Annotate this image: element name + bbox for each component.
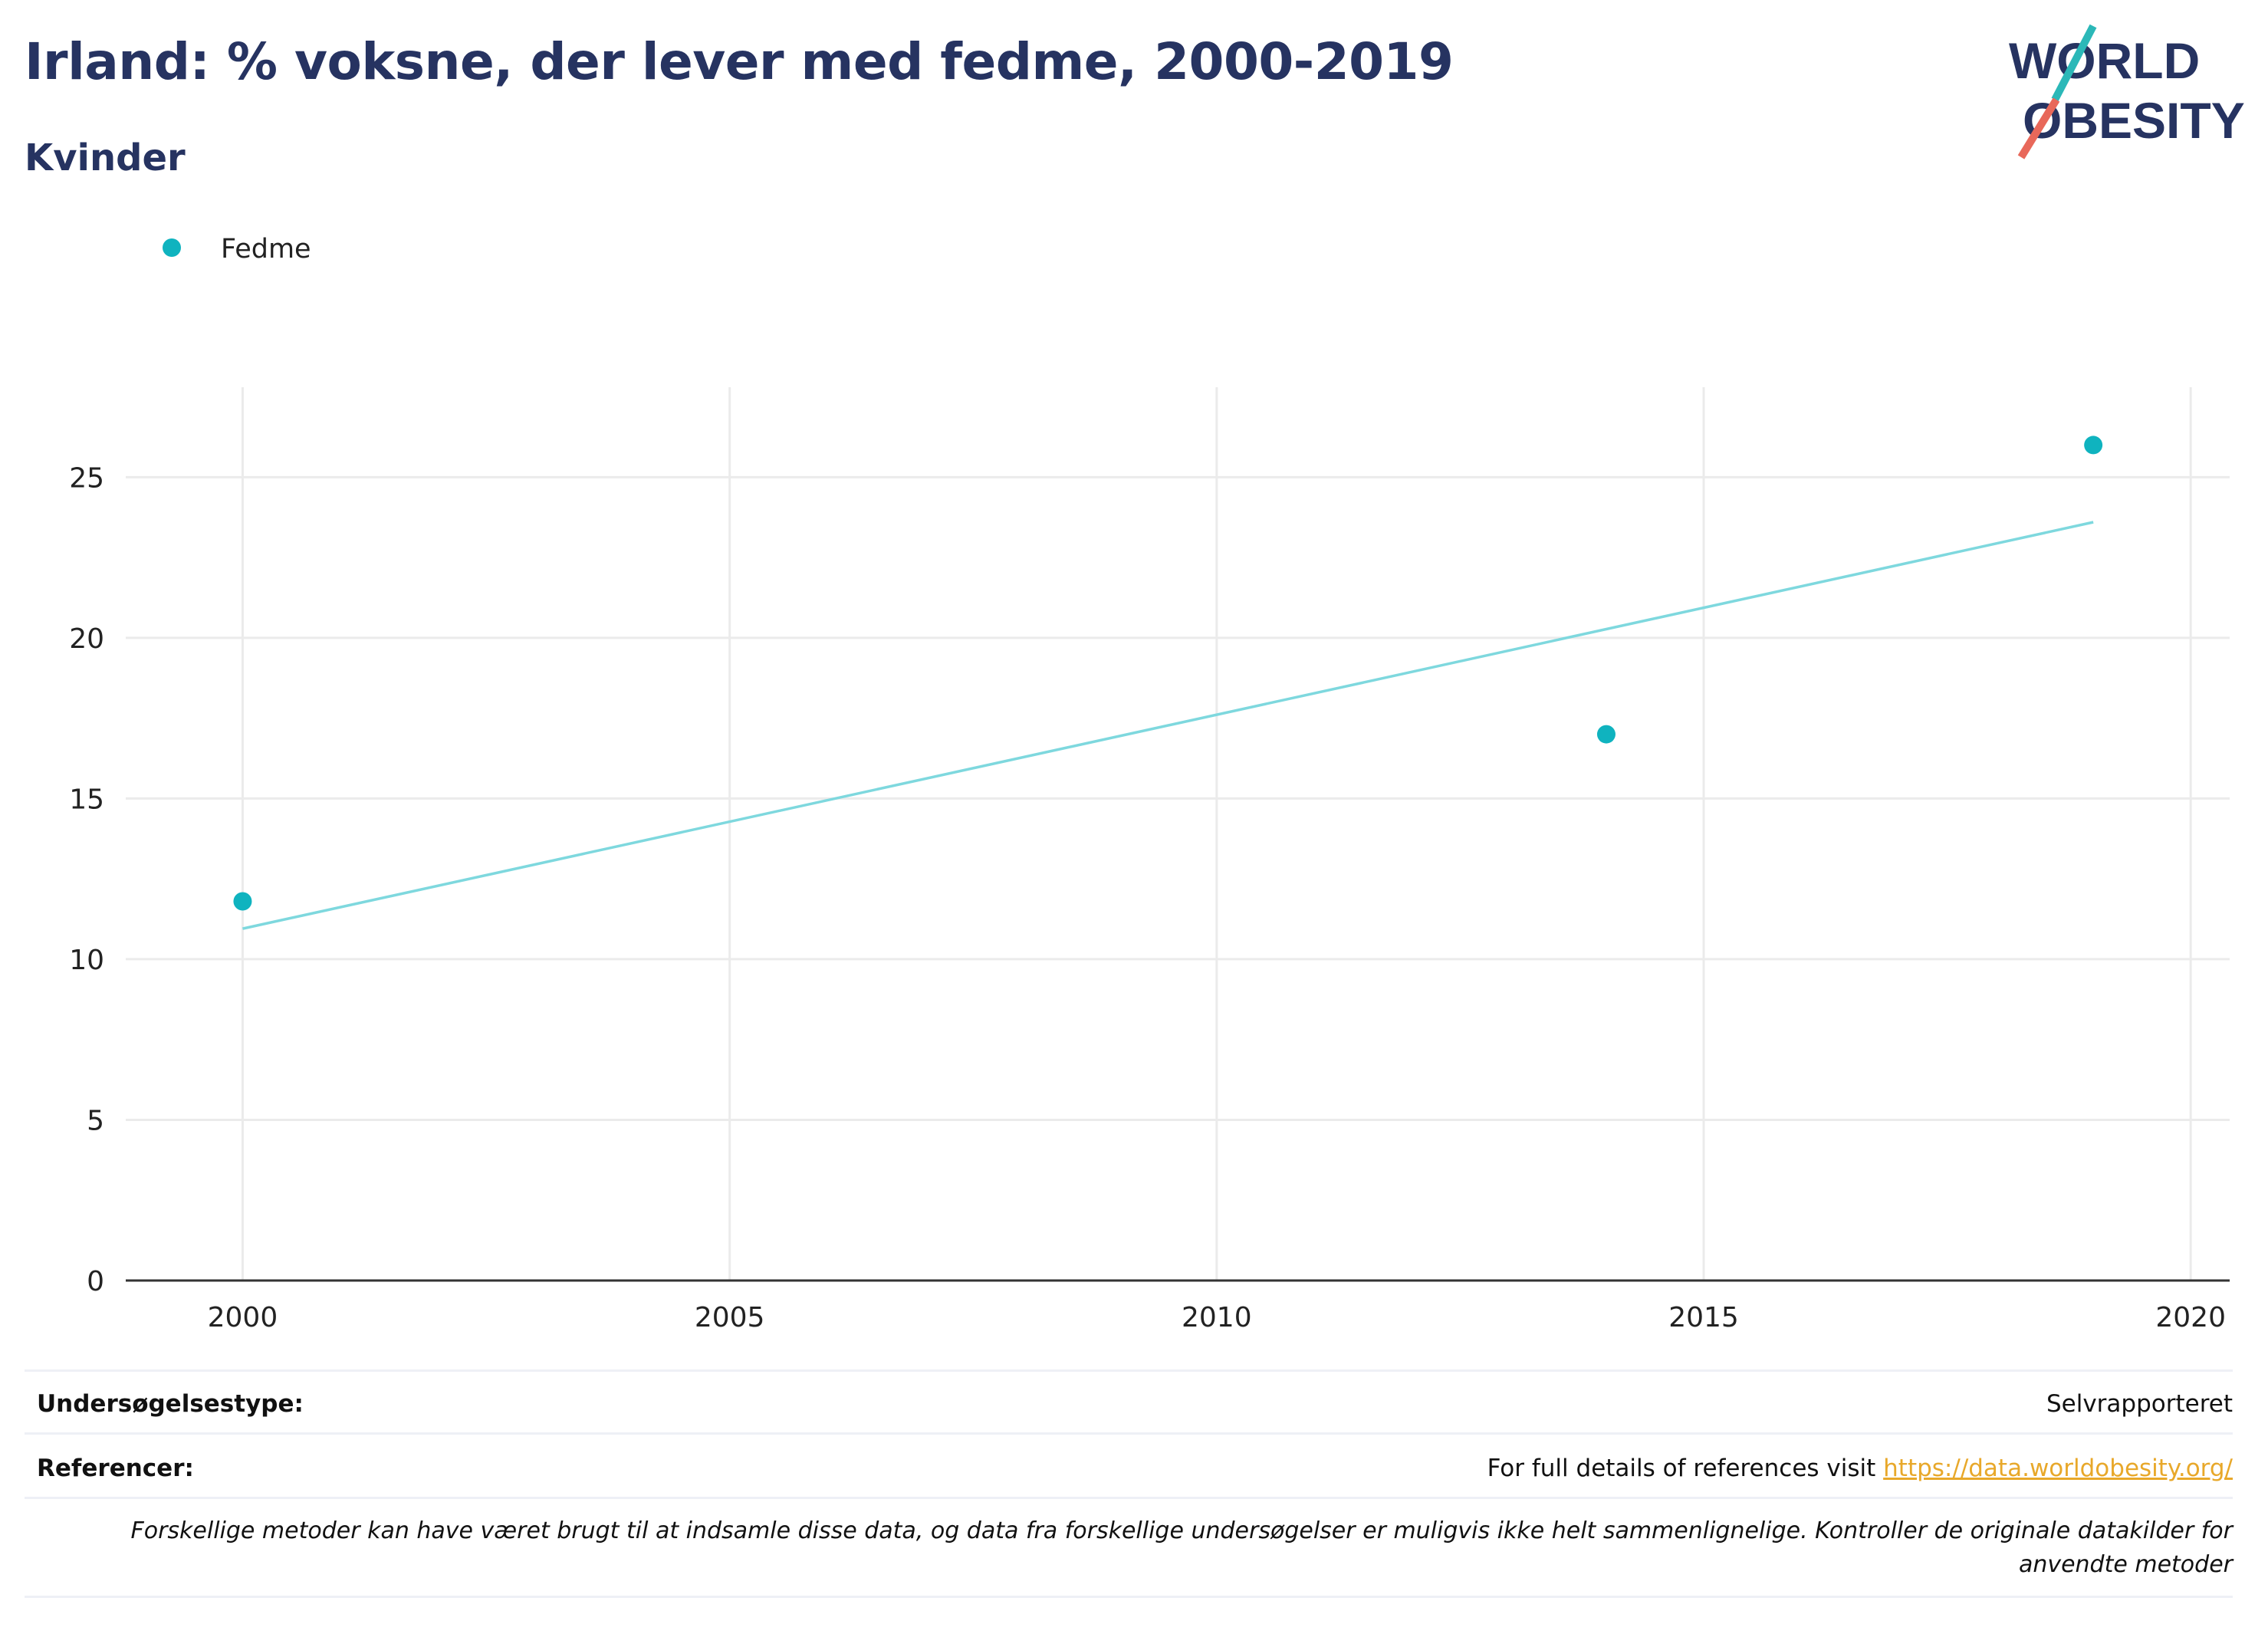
legend: Fedme bbox=[163, 234, 311, 265]
data-point[interactable] bbox=[1596, 725, 1616, 744]
references-label: Referencer: bbox=[37, 1455, 194, 1482]
y-tick-label: 15 bbox=[69, 784, 104, 815]
world-obesity-logo: WORLD OBESITY bbox=[2009, 24, 2245, 159]
axes: 0 5 10 15 20 25 2000 2005 2010 2015 2020 bbox=[69, 462, 2230, 1333]
chart-area: 0 5 10 15 20 25 2000 2005 2010 2015 2020 Fedme bbox=[69, 234, 2230, 1333]
grid bbox=[126, 387, 2230, 1281]
footer-note-row: Forskellige metoder kan have været brugt… bbox=[25, 1497, 2233, 1598]
chart-title: Irland: % voksne, der lever med fedme, 2… bbox=[25, 32, 1454, 91]
x-tick-label: 2000 bbox=[208, 1302, 278, 1333]
x-tick-label: 2010 bbox=[1182, 1302, 1252, 1333]
x-tick-label: 2015 bbox=[1668, 1302, 1739, 1333]
legend-marker-fedme[interactable] bbox=[163, 238, 181, 257]
trendline bbox=[242, 521, 2094, 930]
points-layer bbox=[233, 436, 2103, 911]
footer-references-row: Referencer: For full details of referenc… bbox=[25, 1432, 2233, 1499]
logo-text-line1: WORLD bbox=[2009, 32, 2200, 89]
references-text: For full details of references visit bbox=[1487, 1455, 1884, 1482]
trendline-layer bbox=[242, 521, 2094, 930]
x-tick-label: 2020 bbox=[2155, 1302, 2226, 1333]
logo-text-line2: OBESITY bbox=[2023, 92, 2245, 149]
legend-label-fedme[interactable]: Fedme bbox=[221, 234, 311, 265]
y-tick-label: 5 bbox=[87, 1105, 104, 1136]
y-tick-label: 20 bbox=[69, 623, 104, 655]
survey-type-value: Selvrapporteret bbox=[2046, 1390, 2233, 1418]
y-tick-label: 25 bbox=[69, 462, 104, 494]
logo-slash-top bbox=[2051, 24, 2097, 102]
chart-subtitle: Kvinder bbox=[25, 136, 186, 179]
y-tick-label: 0 bbox=[87, 1266, 104, 1297]
references-link[interactable]: https://data.worldobesity.org/ bbox=[1883, 1455, 2233, 1482]
survey-type-label: Undersøgelsestype: bbox=[37, 1390, 304, 1418]
footer-survey-type-row: Undersøgelsestype: Selvrapporteret bbox=[25, 1369, 2233, 1435]
data-point[interactable] bbox=[233, 892, 252, 911]
y-tick-label: 10 bbox=[69, 945, 104, 976]
references-value: For full details of references visit htt… bbox=[1487, 1455, 2233, 1482]
logo-slash-bottom bbox=[2017, 97, 2060, 159]
methods-note: Forskellige metoder kan have været brugt… bbox=[130, 1517, 2233, 1578]
x-tick-label: 2005 bbox=[695, 1302, 765, 1333]
data-point[interactable] bbox=[2084, 436, 2103, 455]
